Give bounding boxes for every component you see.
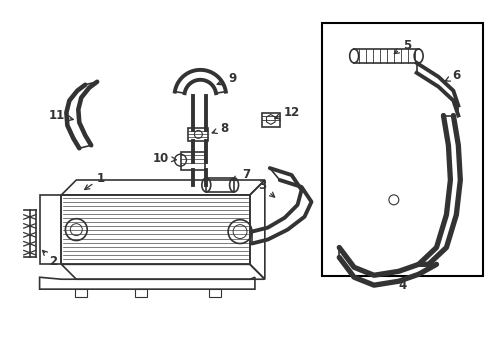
Text: 10: 10 [152, 152, 176, 165]
Text: 5: 5 [394, 39, 411, 54]
Text: 12: 12 [275, 106, 300, 119]
Text: 3: 3 [258, 179, 274, 197]
Text: 2: 2 [43, 251, 57, 268]
Text: 8: 8 [212, 122, 228, 135]
Bar [206, 178, 234, 192]
Bar [189, 129, 208, 141]
Bar [262, 113, 280, 127]
Bar [322, 23, 483, 276]
Text: 1: 1 [85, 171, 105, 189]
Text: 11: 11 [49, 109, 73, 122]
Text: 7: 7 [232, 167, 250, 181]
Bar [180, 152, 205, 170]
Text: 4: 4 [399, 279, 407, 292]
Text: 6: 6 [445, 69, 461, 82]
Text: 9: 9 [217, 72, 236, 85]
